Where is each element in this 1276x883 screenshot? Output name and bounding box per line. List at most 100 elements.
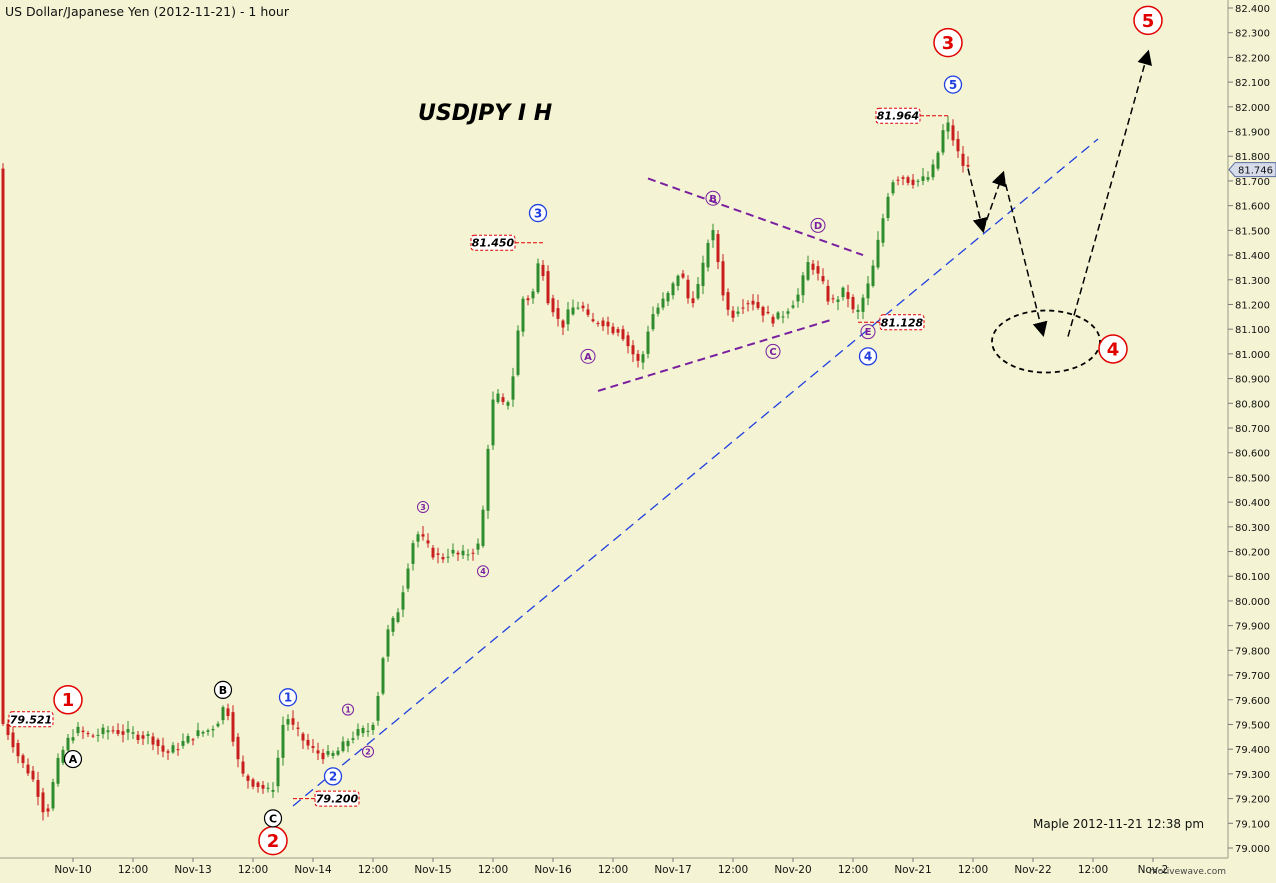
y-tick-label: 82.100 — [1235, 78, 1270, 89]
candle-body — [507, 402, 510, 406]
candle-body — [927, 177, 930, 179]
candle-body — [792, 305, 795, 307]
candle-body — [122, 731, 125, 735]
candle-body — [872, 266, 875, 286]
candle-body — [67, 738, 70, 751]
x-tick-label: Nov-16 — [534, 864, 572, 876]
candle-body — [897, 180, 900, 181]
y-tick-label: 80.000 — [1235, 597, 1270, 608]
candle-body — [887, 197, 890, 218]
candle-body — [752, 301, 755, 305]
y-tick-label: 79.400 — [1235, 745, 1270, 756]
candle-body — [662, 299, 665, 308]
candle-body — [457, 553, 460, 555]
candle-body — [937, 153, 940, 169]
candle-body — [732, 311, 735, 318]
wave-label-text: 2 — [267, 831, 280, 852]
candle-body — [702, 263, 705, 286]
candle-body — [62, 750, 65, 763]
candle-body — [37, 780, 40, 797]
candle-body — [557, 308, 560, 319]
y-tick-label: 81.400 — [1235, 251, 1270, 262]
candle-body — [282, 725, 285, 758]
candle-body — [762, 307, 765, 316]
candle-body — [722, 261, 725, 295]
candle-body — [502, 397, 505, 402]
candle-body — [532, 291, 535, 298]
candle-body — [497, 394, 500, 403]
wave-label-text: E — [865, 327, 872, 338]
candle-body — [287, 719, 290, 724]
candle-body — [142, 735, 145, 738]
candle-body — [382, 658, 385, 693]
candle-body — [512, 376, 515, 399]
candle-body — [327, 751, 330, 755]
y-tick-label: 81.800 — [1235, 152, 1270, 163]
y-tick-label: 79.000 — [1235, 844, 1270, 855]
price-label-text: 79.200 — [316, 793, 359, 806]
candle-body — [187, 736, 190, 743]
y-tick-label: 80.600 — [1235, 449, 1270, 460]
candle-body — [622, 329, 625, 339]
candle-body — [817, 266, 820, 273]
chart-header-title: US Dollar/Japanese Yen (2012-11-21) - 1 … — [5, 4, 290, 19]
candle-body — [632, 345, 635, 354]
candle-body — [842, 288, 845, 297]
y-tick-label: 80.200 — [1235, 548, 1270, 559]
candle-body — [672, 283, 675, 295]
y-tick-label: 79.500 — [1235, 720, 1270, 731]
candle-body — [642, 354, 645, 362]
candle-body — [802, 275, 805, 295]
y-tick-label: 80.300 — [1235, 523, 1270, 534]
candle-body — [77, 727, 80, 733]
candle-body — [87, 733, 90, 734]
candle-body — [667, 293, 670, 301]
candle-body — [602, 321, 605, 327]
candle-body — [747, 303, 750, 304]
candle-body — [147, 734, 150, 736]
candle-body — [967, 165, 970, 167]
y-tick-label: 81.500 — [1235, 226, 1270, 237]
candle-body — [417, 534, 420, 541]
candle-body — [252, 779, 255, 786]
candle-body — [917, 181, 920, 182]
x-tick-label: 12:00 — [718, 864, 748, 876]
candle-body — [477, 544, 480, 550]
candle-body — [137, 735, 140, 740]
candle-body — [277, 758, 280, 786]
candle-body — [777, 313, 780, 319]
x-tick-label: 12:00 — [358, 864, 388, 876]
candle-body — [837, 300, 840, 302]
wave-label-text: 4 — [1107, 339, 1120, 360]
x-tick-label: 12:00 — [478, 864, 508, 876]
candle-body — [12, 733, 15, 748]
candle-body — [117, 730, 120, 734]
candle-body — [892, 182, 895, 193]
wave-label-text: 5 — [1142, 11, 1155, 32]
candle-body — [242, 762, 245, 774]
candle-body — [567, 309, 570, 324]
candle-body — [697, 284, 700, 298]
wave-label-text: 4 — [864, 350, 872, 364]
price-label-text: 81.128 — [881, 316, 924, 329]
candle-body — [292, 718, 295, 724]
x-tick-label: 12:00 — [118, 864, 148, 876]
watermark: motivewave.com — [1149, 867, 1226, 877]
y-tick-label: 81.000 — [1235, 350, 1270, 361]
candle-body — [877, 240, 880, 268]
y-axis[interactable]: 79.000 79.100 79.200 79.300 79.400 79.500 79.6… — [1228, 4, 1276, 855]
candle-body — [357, 729, 360, 735]
wave-label-text: 3 — [942, 33, 955, 54]
candle-body — [572, 307, 575, 314]
candle-body — [547, 271, 550, 303]
candle-body — [682, 274, 685, 278]
candle-body — [432, 548, 435, 558]
candle-body — [127, 729, 130, 732]
current-price-label: 81.746 — [1238, 166, 1273, 177]
y-tick-label: 80.500 — [1235, 473, 1270, 484]
x-tick-label: 12:00 — [958, 864, 988, 876]
wave-label-text: 1 — [62, 690, 75, 711]
candle-body — [262, 785, 265, 789]
